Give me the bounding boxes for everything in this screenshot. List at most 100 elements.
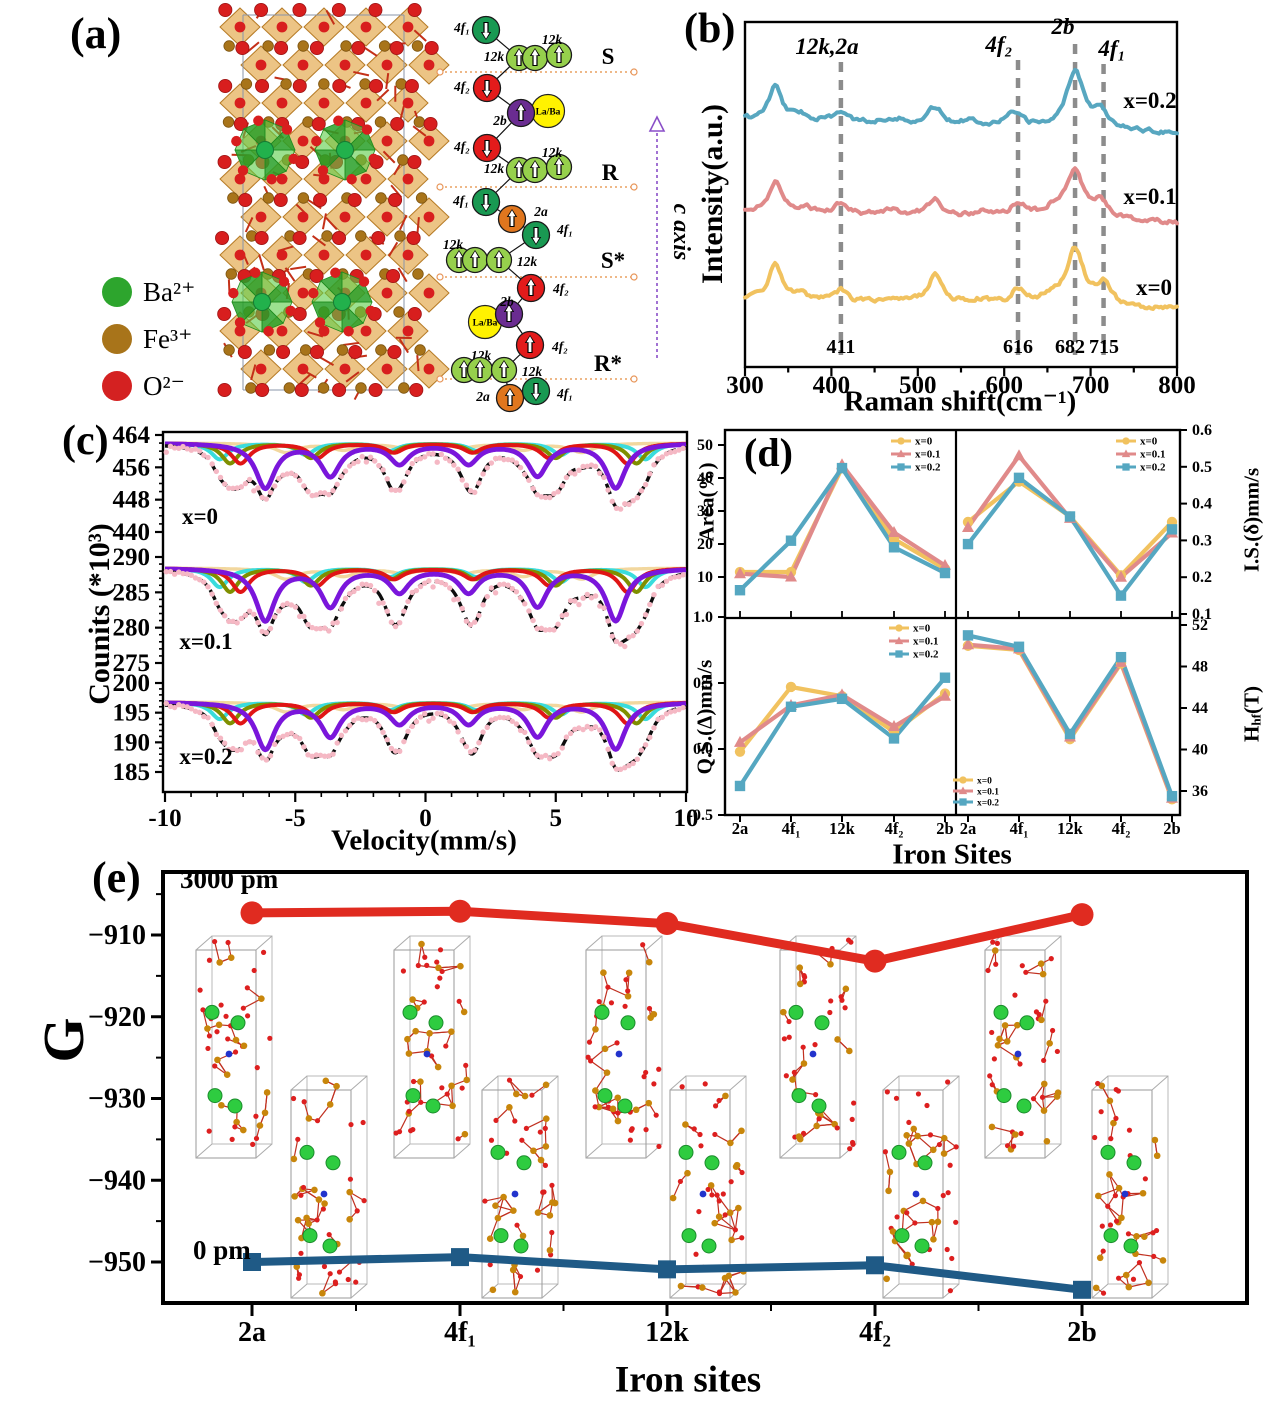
data-dot [522, 471, 528, 478]
data-dot [467, 749, 474, 755]
fe-atom [214, 1056, 221, 1064]
o-atom [646, 1005, 653, 1012]
data-dot [447, 585, 453, 591]
o-atom [989, 1029, 995, 1036]
o-atom [1151, 1253, 1157, 1259]
data-dot [309, 492, 315, 499]
cell-frame [984, 1143, 1002, 1159]
bond [214, 941, 221, 963]
fe-atom [378, 40, 391, 52]
data-dot [672, 574, 678, 580]
o-atom [388, 192, 403, 207]
o-atom [424, 962, 430, 968]
o-atom [309, 344, 324, 359]
fe-atom [457, 962, 464, 970]
fe-atom [1139, 1189, 1147, 1197]
data-point [895, 624, 903, 632]
cell-frame [350, 1283, 368, 1299]
data-dot [384, 737, 390, 743]
mode-label: 12k,2a [795, 34, 858, 59]
tick-label: 36 [1192, 783, 1208, 800]
ba-atom [336, 141, 354, 159]
data-dot [255, 749, 261, 756]
data-dot [555, 621, 561, 627]
ba-atom [681, 1228, 697, 1244]
dopant-atom [615, 1050, 623, 1058]
data-dot [342, 728, 349, 734]
curve-label: x=0.1 [1123, 184, 1176, 209]
o-atom [1136, 1260, 1143, 1266]
data-dot [609, 760, 615, 767]
dopant-atom [1121, 1190, 1129, 1198]
o-atom [281, 124, 293, 135]
o-atom [1108, 1136, 1114, 1142]
fe-atom [886, 1168, 894, 1176]
fe-atom [233, 1118, 240, 1126]
data-dot [647, 471, 653, 477]
o-atom [994, 940, 1000, 946]
site-label: 4f₂ [552, 281, 569, 296]
data-dot [397, 487, 403, 493]
fe-atom [1159, 1257, 1167, 1264]
o-atom [437, 947, 444, 953]
ba-atom [788, 1004, 804, 1020]
data-dot [663, 451, 670, 457]
o-atom [423, 59, 435, 71]
tick-label: 285 [113, 579, 151, 606]
data-dot [309, 753, 315, 760]
fe-atom [1098, 1082, 1106, 1090]
qs-yaxis-title: Q.S.(Δ)mm/s [692, 659, 717, 775]
data-dot [409, 460, 415, 467]
o-atom [1012, 992, 1018, 998]
data-dot [430, 584, 436, 590]
data-dot [184, 446, 190, 452]
data-dot [176, 445, 182, 451]
data-dot [484, 465, 490, 471]
o-atom [217, 154, 232, 169]
data-dot [242, 740, 249, 746]
site-label: 4f₂ [551, 339, 568, 354]
data-dot [430, 715, 436, 721]
fe-atom [707, 1182, 715, 1189]
data-dot [376, 462, 382, 469]
cell-frame [585, 935, 603, 951]
fe-atom [489, 1286, 497, 1294]
o-atom [407, 306, 422, 321]
data-dot [376, 723, 382, 729]
data-dot [455, 596, 461, 602]
fe-atom [223, 40, 235, 52]
o-atom [253, 1113, 259, 1119]
o-atom [953, 1144, 959, 1150]
data-dot [526, 739, 532, 745]
spin-arrow [532, 393, 540, 400]
o-atom [456, 998, 462, 1004]
o-atom [679, 1084, 685, 1090]
data-dot [680, 445, 686, 451]
fe-atom [405, 1050, 413, 1057]
data-dot [238, 746, 245, 753]
hhf-title-unit: (T) [1239, 686, 1264, 715]
o-atom [318, 97, 330, 109]
data-dot [551, 627, 557, 633]
data-dot [372, 717, 378, 724]
fe-atom [448, 1028, 455, 1035]
o-atom [276, 325, 288, 337]
fe-atom [885, 1187, 892, 1195]
site-label: 4f₂ [1112, 819, 1131, 838]
o-atom [712, 1103, 719, 1109]
fe-atom [297, 40, 309, 52]
data-dot [426, 450, 432, 457]
o-atom [1100, 1290, 1107, 1296]
data-dot [397, 620, 403, 626]
legend-a-label: Fe³⁺ [143, 324, 192, 354]
data-dot [513, 721, 520, 727]
fe-atom [311, 1186, 318, 1194]
bond [714, 1222, 736, 1231]
tick-label: 400 [813, 372, 851, 399]
o-atom [439, 968, 445, 975]
data-dot [405, 598, 411, 605]
tick-label: −910 [88, 920, 146, 951]
data-dot [417, 583, 424, 590]
data-dot [476, 612, 482, 619]
data-dot [180, 570, 186, 577]
